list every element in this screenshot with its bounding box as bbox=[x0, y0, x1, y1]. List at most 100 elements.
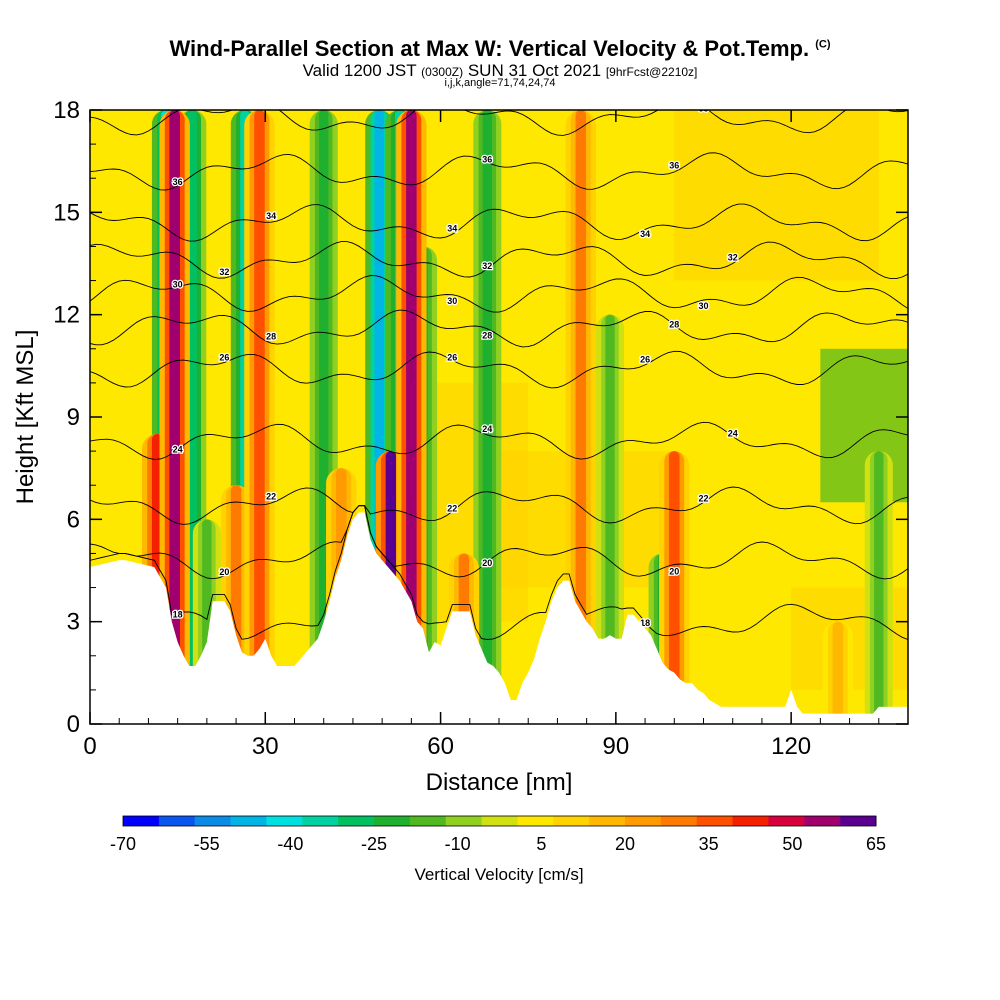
y-tick-label: 12 bbox=[53, 302, 80, 329]
chart-indices: i,j,k,angle=71,74,24,74 bbox=[444, 77, 556, 89]
colorbar-swatch bbox=[338, 816, 375, 826]
theta-contour-line bbox=[90, 110, 908, 136]
y-tick-label: 9 bbox=[67, 404, 80, 431]
terrain-fill bbox=[90, 512, 908, 724]
chart-title: Wind-Parallel Section at Max W: Vertical… bbox=[169, 36, 831, 61]
y-tick-label: 3 bbox=[67, 609, 80, 636]
x-tick-label: 0 bbox=[83, 733, 96, 760]
theta-contour-label: 18 bbox=[173, 610, 183, 620]
theta-contour-label: 22 bbox=[698, 493, 708, 503]
theta-contour-label: 26 bbox=[640, 354, 650, 364]
theta-contour-line bbox=[90, 275, 908, 313]
theta-contour-line bbox=[90, 152, 908, 191]
theta-contour-label: 30 bbox=[698, 301, 708, 311]
y-tick-label: 15 bbox=[53, 199, 80, 226]
colorbar-swatch bbox=[266, 816, 303, 826]
colorbar-swatch bbox=[481, 816, 518, 826]
colorbar-swatch bbox=[302, 816, 339, 826]
downdraft-plume bbox=[864, 451, 893, 714]
theta-contour-label: 24 bbox=[173, 444, 183, 454]
theta-contour-label: 32 bbox=[728, 253, 738, 263]
theta-contour-label: 36 bbox=[482, 155, 492, 165]
colorbar-swatch bbox=[230, 816, 267, 826]
weak-updraft-zone bbox=[674, 110, 879, 281]
colorbar-tick-label: -25 bbox=[361, 834, 387, 854]
colorbar-swatch bbox=[840, 816, 877, 826]
theta-contour-label: 34 bbox=[266, 211, 276, 221]
x-tick-label: 90 bbox=[603, 733, 630, 760]
downdraft-plume bbox=[595, 314, 625, 714]
theta-contour-label: 20 bbox=[219, 567, 229, 577]
updraft-plume bbox=[822, 621, 854, 714]
y-tick-label: 18 bbox=[53, 97, 80, 124]
updraft-plume bbox=[159, 110, 190, 714]
colorbar-swatch bbox=[517, 816, 554, 826]
colorbar: -70 -55 -40 -25 -10 5 20 35 50 65 bbox=[110, 815, 886, 854]
colorbar-swatch bbox=[445, 816, 483, 826]
theta-contour-line bbox=[90, 203, 908, 242]
y-tick-label: 0 bbox=[67, 711, 80, 738]
theta-contours: 1818182020202222222424242626262828283030… bbox=[90, 100, 908, 641]
theta-contour-label: 34 bbox=[640, 229, 650, 239]
colorbar-tick-label: 50 bbox=[782, 834, 802, 854]
theta-contour-line bbox=[90, 421, 908, 460]
theta-contour-line bbox=[90, 241, 908, 280]
theta-contour-label: 36 bbox=[173, 177, 183, 187]
theta-contour-label: 28 bbox=[482, 330, 492, 340]
colorbar-swatch bbox=[374, 816, 411, 826]
colorbar-swatch bbox=[194, 816, 232, 826]
terrain-mask bbox=[90, 512, 908, 724]
theta-contour-label: 22 bbox=[266, 491, 276, 501]
theta-contour-label: 38 bbox=[698, 103, 708, 113]
theta-contour-label: 24 bbox=[728, 429, 738, 439]
theta-contour-label: 26 bbox=[447, 353, 457, 363]
colorbar-tick-label: -70 bbox=[110, 834, 136, 854]
x-tick-label: 60 bbox=[427, 733, 454, 760]
theta-contour-label: 26 bbox=[219, 352, 229, 362]
theta-contour-label: 20 bbox=[669, 566, 679, 576]
downdraft-zone bbox=[820, 348, 908, 503]
updraft-plume bbox=[565, 110, 596, 714]
updraft-plume bbox=[659, 451, 690, 714]
colorbar-swatch bbox=[625, 816, 662, 826]
theta-contour-label: 38 bbox=[219, 100, 229, 110]
theta-contour-label: 22 bbox=[447, 503, 457, 513]
chart-subtitle: Valid 1200 JST (0300Z) SUN 31 Oct 2021 [… bbox=[302, 61, 698, 80]
colorbar-swatch bbox=[696, 816, 734, 826]
colorbar-swatch bbox=[553, 816, 590, 826]
colorbar-swatch bbox=[158, 816, 196, 826]
colorbar-swatch bbox=[804, 816, 841, 826]
colorbar-tick-label: 5 bbox=[536, 834, 546, 854]
theta-contour-label: 28 bbox=[266, 331, 276, 341]
theta-contour-label: 30 bbox=[173, 280, 183, 290]
theta-contour-line bbox=[90, 350, 908, 389]
theta-contour-label: 34 bbox=[447, 223, 457, 233]
theta-contour-line bbox=[90, 486, 908, 525]
colorbar-swatch bbox=[589, 816, 626, 826]
y-axis-label: Height [Kft MSL] bbox=[12, 330, 39, 505]
colorbar-swatch bbox=[768, 816, 805, 826]
colorbar-swatch bbox=[660, 816, 698, 826]
theta-contour-label: 32 bbox=[219, 267, 229, 277]
theta-contour-line bbox=[90, 309, 908, 348]
theta-contour-label: 38 bbox=[447, 100, 457, 110]
theta-contour-label: 36 bbox=[669, 160, 679, 170]
x-tick-label: 120 bbox=[771, 733, 811, 760]
colorbar-swatch bbox=[732, 816, 769, 826]
theta-contour-line bbox=[90, 505, 908, 580]
colorbar-tick-label: 65 bbox=[866, 834, 886, 854]
theta-contour-label: 32 bbox=[482, 261, 492, 271]
colorbar-label: Vertical Velocity [cm/s] bbox=[414, 865, 583, 884]
theta-contour-label: 24 bbox=[482, 424, 492, 434]
y-tick-label: 6 bbox=[67, 506, 80, 533]
colorbar-tick-label: 20 bbox=[615, 834, 635, 854]
updraft-plume bbox=[244, 110, 275, 714]
theta-contour-line bbox=[90, 505, 908, 641]
colorbar-tick-label: -10 bbox=[445, 834, 471, 854]
x-axis-label: Distance [nm] bbox=[426, 769, 573, 796]
colorbar-swatch bbox=[123, 816, 160, 826]
theta-contour-label: 20 bbox=[482, 558, 492, 568]
colorbar-swatch bbox=[409, 816, 447, 826]
